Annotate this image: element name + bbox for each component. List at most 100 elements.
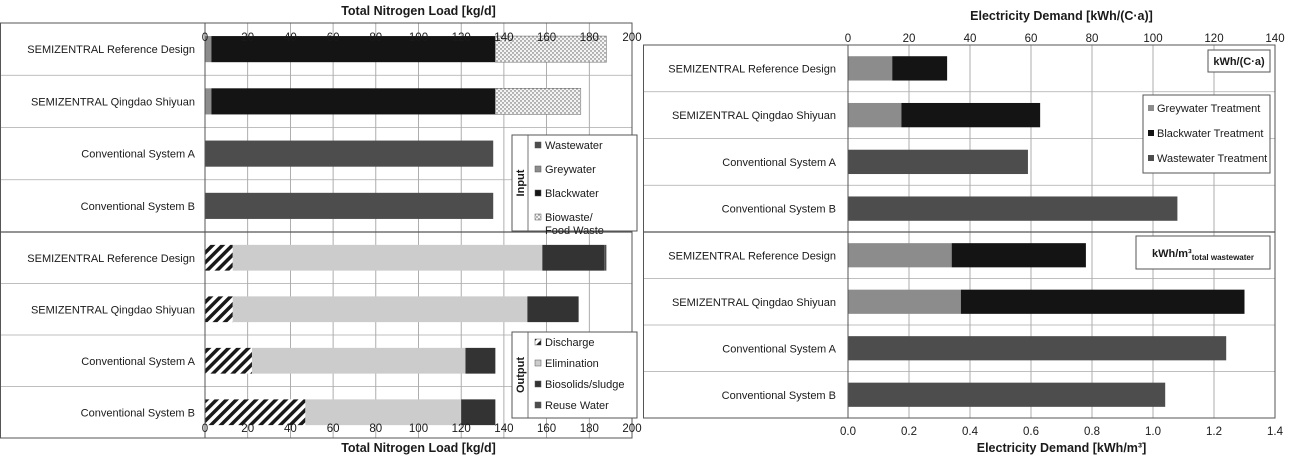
- tick-label-top: 40: [284, 32, 297, 44]
- tick-label-bottom: 20: [241, 423, 254, 435]
- bar-per_m3-1-1: [960, 289, 1245, 314]
- tick-label-bottom: 140: [494, 423, 513, 435]
- tick-label-bottom: 180: [580, 423, 599, 435]
- bar-output-1-0: [205, 296, 233, 323]
- bar-per_m3-3-2: [848, 382, 1166, 407]
- tick-label-top: 200: [622, 32, 641, 44]
- tick-label: 140: [1265, 33, 1284, 45]
- category-label: SEMIZENTRAL Reference Design: [27, 253, 195, 265]
- tick-label-top: 160: [537, 32, 556, 44]
- bar-output-3-0: [205, 399, 306, 426]
- tick-label: 0.0: [840, 426, 856, 438]
- category-label: SEMIZENTRAL Qingdao Shiyuan: [672, 297, 836, 309]
- category-label: Conventional System A: [81, 149, 195, 161]
- tick-label: 100: [1143, 33, 1162, 45]
- legend-label: Greywater: [545, 164, 596, 176]
- legends: Input Wastewater Greywater Blackwater Biowas…: [511, 49, 1271, 419]
- legend-box-input: [511, 134, 638, 232]
- category-label: SEMIZENTRAL Qingdao Shiyuan: [31, 304, 195, 316]
- tick-label-bottom: 100: [409, 423, 428, 435]
- bar-output-0-1: [232, 244, 543, 271]
- bar-output-0-3: [604, 244, 607, 271]
- legend-label: Greywater Treatment: [1157, 103, 1260, 115]
- legend-box-output: [511, 331, 638, 419]
- category-label: Conventional System B: [722, 204, 836, 216]
- tick-label: 1.0: [1145, 426, 1161, 438]
- bar-per_m3-2-2: [848, 336, 1227, 361]
- category-label: Conventional System B: [722, 390, 836, 402]
- legend-label-cont: Food Waste: [545, 225, 604, 237]
- category-label: SEMIZENTRAL Reference Design: [27, 44, 195, 56]
- bar-input-1-3: [495, 88, 582, 115]
- unit-box-label: kWh/(C·a): [1213, 56, 1265, 68]
- bar-output-2-1: [251, 347, 466, 374]
- bar-output-2-0: [205, 347, 252, 374]
- tick-label-top: 20: [241, 32, 254, 44]
- legend-title: Output: [515, 357, 527, 393]
- bar-per_m3-1-0: [848, 289, 961, 314]
- category-label: SEMIZENTRAL Reference Design: [668, 63, 836, 75]
- unit-box-label: kWh/m³total wastewater: [1152, 248, 1254, 262]
- unit-box-main: kWh/m³: [1152, 248, 1192, 260]
- gridlines: [247, 23, 1276, 438]
- tick-label-bottom: 80: [369, 423, 382, 435]
- tick-label: 20: [903, 33, 916, 45]
- bar-input-0-3: [495, 35, 607, 63]
- category-label: SEMIZENTRAL Reference Design: [668, 250, 836, 262]
- bar-per_capita-0-1: [892, 56, 948, 81]
- tick-label: 40: [964, 33, 977, 45]
- legend-swatch: [534, 359, 542, 367]
- tick-label-top: 80: [369, 32, 382, 44]
- tick-label-top: 100: [409, 32, 428, 44]
- bar-per_capita-1-1: [901, 102, 1041, 128]
- unit-box-subscript: total wastewater: [1192, 253, 1254, 262]
- bar-output-1-1: [232, 296, 528, 323]
- unit-box-per-m3: [1135, 235, 1271, 270]
- category-label: SEMIZENTRAL Qingdao Shiyuan: [31, 96, 195, 108]
- bars: [205, 35, 1245, 426]
- legend-label: Reuse Water: [545, 400, 609, 412]
- tick-label-bottom: 200: [622, 423, 641, 435]
- bar-input-0-1: [205, 36, 212, 63]
- bar-per_m3-0-1: [951, 243, 1086, 268]
- tick-label: 120: [1204, 33, 1223, 45]
- bar-input-3-0: [205, 192, 494, 219]
- category-label: Conventional System A: [722, 157, 836, 169]
- bar-per_capita-3-2: [848, 196, 1178, 221]
- legend-swatch: [534, 141, 542, 149]
- bar-per_m3-0-0: [848, 243, 952, 268]
- bar-per_capita-0-0: [848, 56, 893, 81]
- tick-label: 1.4: [1267, 426, 1284, 438]
- legend-label: Discharge: [545, 337, 595, 349]
- legend-swatch: [534, 189, 542, 197]
- bar-output-1-2: [527, 296, 579, 323]
- unit-box-per-capita: [1207, 49, 1271, 73]
- tick-label-bottom: 0: [202, 423, 208, 435]
- category-label: SEMIZENTRAL Qingdao Shiyuan: [672, 110, 836, 122]
- bar-input-0-2: [211, 36, 496, 63]
- legend-swatch: [1148, 130, 1154, 136]
- tick-label-top: 180: [580, 32, 599, 44]
- bar-per_capita-2-2: [848, 149, 1028, 175]
- tick-label: 80: [1086, 33, 1099, 45]
- tick-label: 0.4: [962, 426, 979, 438]
- legend-label: Blackwater Treatment: [1157, 128, 1263, 140]
- tick-label: 0.8: [1084, 426, 1100, 438]
- x-axis-title-bottom: Total Nitrogen Load [kg/d]: [341, 441, 496, 455]
- legend-label: Blackwater: [545, 188, 599, 200]
- tick-label: 1.2: [1206, 426, 1222, 438]
- tick-label-top: 120: [452, 32, 471, 44]
- bar-output-3-2: [461, 399, 496, 426]
- bar-output-3-1: [305, 399, 462, 426]
- category-label: Conventional System A: [81, 356, 195, 368]
- legend-swatch: [534, 380, 542, 388]
- x-axis-title: Electricity Demand [kWh/(C·a)]: [970, 9, 1153, 23]
- tick-label: 0: [845, 33, 851, 45]
- tick-label-bottom: 120: [452, 423, 471, 435]
- tick-label-top: 60: [327, 32, 340, 44]
- bar-output-0-2: [542, 244, 605, 271]
- bar-output-2-2: [465, 347, 496, 374]
- legend-label: Wastewater: [545, 140, 603, 152]
- tick-label: 0.2: [901, 426, 917, 438]
